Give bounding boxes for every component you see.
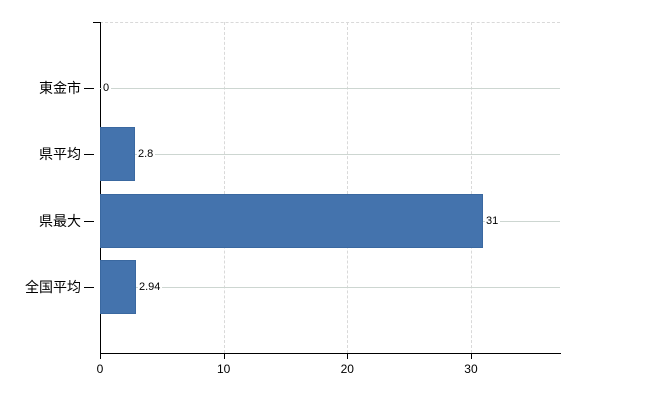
category-axis-tick <box>84 88 94 89</box>
y-axis-line <box>100 22 101 353</box>
x-axis-tick-label: 10 <box>216 362 231 376</box>
category-line <box>100 88 560 89</box>
bar-value-label: 31 <box>485 214 501 228</box>
category-axis-tick <box>84 221 94 222</box>
x-axis-tick <box>100 353 101 359</box>
x-axis-tick <box>470 353 472 359</box>
bar-value-label: 0 <box>102 81 112 95</box>
y-axis-top-tick <box>93 22 100 23</box>
x-axis-tick-label: 0 <box>96 362 104 376</box>
bar-value-label: 2.8 <box>137 147 156 161</box>
category-line <box>100 154 560 155</box>
x-axis-tick <box>223 353 225 359</box>
x-axis-tick <box>347 353 349 359</box>
bar <box>100 194 483 248</box>
bar <box>100 127 135 181</box>
category-axis-tick <box>84 287 94 288</box>
category-label: 県平均 <box>39 146 81 162</box>
bar <box>100 260 136 314</box>
category-line <box>100 287 560 288</box>
x-axis-line <box>100 353 561 354</box>
category-axis-tick <box>84 154 94 155</box>
x-axis-tick-label: 20 <box>340 362 354 376</box>
x-axis-tick-label: 30 <box>464 362 478 376</box>
plot-top-border <box>100 22 560 23</box>
bar-value-label: 2.94 <box>138 280 163 294</box>
category-label: 全国平均 <box>25 279 81 295</box>
category-label: 東金市 <box>39 80 81 96</box>
v-gridline <box>470 22 472 353</box>
v-gridline <box>223 22 225 353</box>
category-label: 県最大 <box>39 213 81 229</box>
v-gridline <box>347 22 349 353</box>
